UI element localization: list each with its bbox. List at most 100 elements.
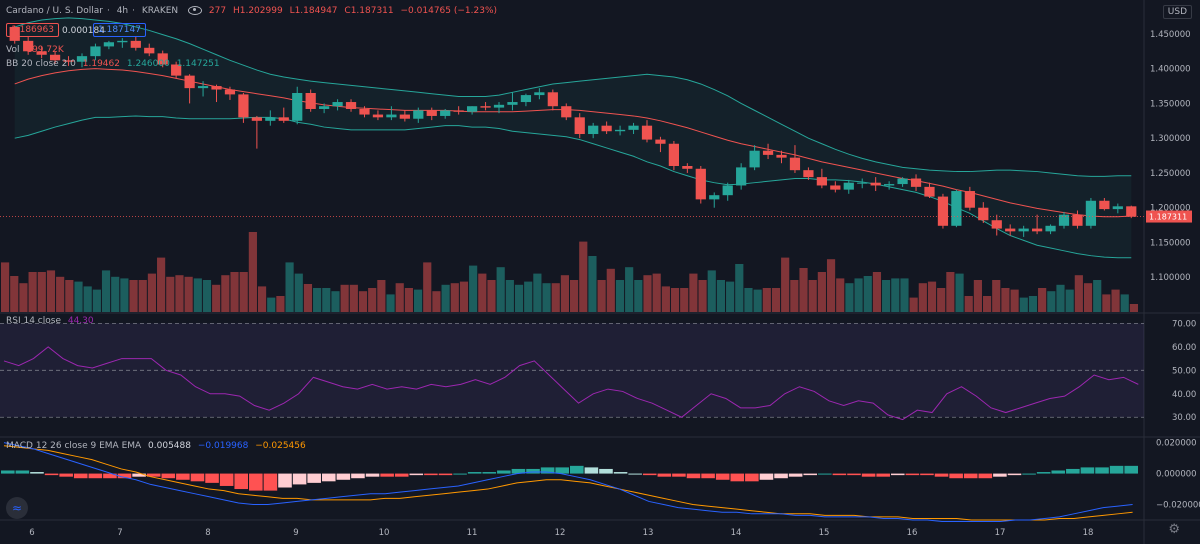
- macd-histogram-bar: [380, 473, 394, 477]
- macd-histogram-bar: [1036, 472, 1051, 474]
- sell-price-box[interactable]: 1.186963: [6, 23, 59, 37]
- volume-bar: [1102, 294, 1111, 312]
- macd-histogram-bar: [701, 473, 715, 479]
- price-tick-label: 1.250000: [1150, 169, 1191, 179]
- macd-histogram-bar: [30, 472, 44, 474]
- volume-bar: [101, 270, 111, 312]
- ohlc-open: 277: [208, 6, 227, 16]
- rsi-tick-label: 40.00: [1172, 390, 1196, 400]
- candle-body: [884, 184, 895, 186]
- macd-histogram-bar: [336, 473, 351, 480]
- candle-body: [816, 177, 827, 186]
- macd-line-value: −0.019968: [197, 441, 249, 451]
- macd-histogram-bar: [365, 473, 380, 477]
- volume-bar: [1093, 280, 1102, 312]
- candle-body: [130, 40, 141, 48]
- macd-histogram-bar: [263, 473, 278, 491]
- candle-body: [978, 207, 989, 221]
- macd-histogram-bar: [1095, 467, 1109, 474]
- candle-body: [709, 195, 720, 200]
- candle-body: [332, 102, 343, 107]
- volume-bar: [129, 280, 138, 312]
- volume-bar: [551, 283, 560, 312]
- volume-bar: [358, 291, 368, 312]
- macd-tick-label: 0.020000: [1156, 439, 1197, 449]
- spread-value: 0.000184: [62, 26, 105, 36]
- volume-bar: [120, 278, 129, 312]
- gear-icon[interactable]: ⚙: [1168, 522, 1180, 537]
- bb-basis-value: 1.19462: [82, 59, 120, 69]
- macd-histogram-bar: [993, 473, 1007, 477]
- volume-bar: [808, 280, 817, 312]
- macd-histogram-bar: [88, 473, 103, 479]
- macd-histogram-bar: [599, 468, 613, 474]
- volume-bar: [698, 280, 707, 312]
- symbol-name[interactable]: Cardano / U. S. Dollar: [6, 6, 103, 16]
- volume-bar: [157, 257, 166, 312]
- volume-bar: [505, 280, 514, 312]
- logo-icon[interactable]: ≈: [6, 497, 28, 519]
- candle-body: [507, 102, 518, 105]
- candle-body: [830, 185, 841, 190]
- candle-body: [117, 40, 128, 43]
- macd-histogram-bar: [788, 473, 803, 477]
- time-tick-label: 6: [29, 528, 34, 538]
- volume-bar: [689, 273, 698, 312]
- volume-bar: [964, 296, 973, 312]
- candle-body: [951, 191, 962, 226]
- candle-body: [345, 102, 357, 109]
- rsi-label[interactable]: RSI 14 close: [6, 316, 61, 326]
- macd-histogram-bar: [307, 473, 321, 483]
- volume-bar: [1038, 288, 1047, 312]
- macd-histogram-bar: [657, 473, 672, 477]
- volume-bar: [193, 278, 202, 312]
- time-tick-label: 9: [293, 528, 298, 538]
- candle-body: [359, 108, 370, 115]
- interval-label[interactable]: 4h: [116, 6, 129, 16]
- time-tick-label: 18: [1083, 528, 1094, 538]
- macd-histogram-bar: [963, 473, 978, 479]
- volume-bar: [937, 288, 946, 312]
- macd-signal-value: −0.025456: [255, 441, 306, 451]
- macd-histogram-bar: [511, 468, 526, 474]
- rsi-tick-label: 60.00: [1172, 343, 1196, 353]
- eye-icon[interactable]: [188, 6, 203, 15]
- volume-bar: [404, 288, 413, 312]
- candle-body: [278, 117, 289, 121]
- buy-price-box[interactable]: 1.187147: [93, 23, 146, 37]
- volume-bar: [918, 283, 927, 312]
- ohlc-high: H1.202999: [232, 6, 283, 16]
- candle-body: [1072, 214, 1083, 226]
- time-tick-label: 17: [995, 528, 1006, 538]
- bb-basis-line: [14, 68, 1132, 218]
- candle-body: [1085, 200, 1097, 226]
- price-tick-label: 1.300000: [1150, 134, 1191, 144]
- bb-label[interactable]: BB 20 close 2 0: [6, 59, 76, 69]
- rsi-legend: RSI 14 close 44.30: [6, 316, 98, 326]
- volume-bar: [606, 268, 615, 312]
- volume-bar: [826, 259, 836, 312]
- macd-histogram-bar: [73, 473, 88, 479]
- macd-histogram-bar: [876, 473, 890, 477]
- currency-selector[interactable]: USD: [1162, 5, 1192, 19]
- macd-histogram-bar: [438, 473, 453, 476]
- volume-bar: [450, 283, 459, 312]
- volume-bar: [469, 265, 478, 312]
- candle-body: [1126, 206, 1137, 217]
- macd-histogram-bar: [759, 473, 774, 480]
- candle-body: [601, 125, 612, 132]
- volume-bar: [955, 273, 964, 312]
- macd-histogram-bar: [1051, 470, 1066, 474]
- volume-label[interactable]: Vol: [6, 45, 20, 55]
- macd-label[interactable]: MACD 12 26 close 9 EMA EMA: [6, 441, 142, 451]
- volume-bar: [946, 272, 955, 312]
- price-tick-label: 1.400000: [1150, 65, 1191, 75]
- volume-bar: [652, 273, 661, 312]
- volume-bar: [524, 281, 533, 312]
- macd-histogram-bar: [278, 473, 292, 488]
- volume-bar: [313, 288, 322, 312]
- volume-bar: [1120, 294, 1129, 312]
- candle-body: [1018, 228, 1029, 232]
- macd-histogram-bar: [205, 473, 219, 483]
